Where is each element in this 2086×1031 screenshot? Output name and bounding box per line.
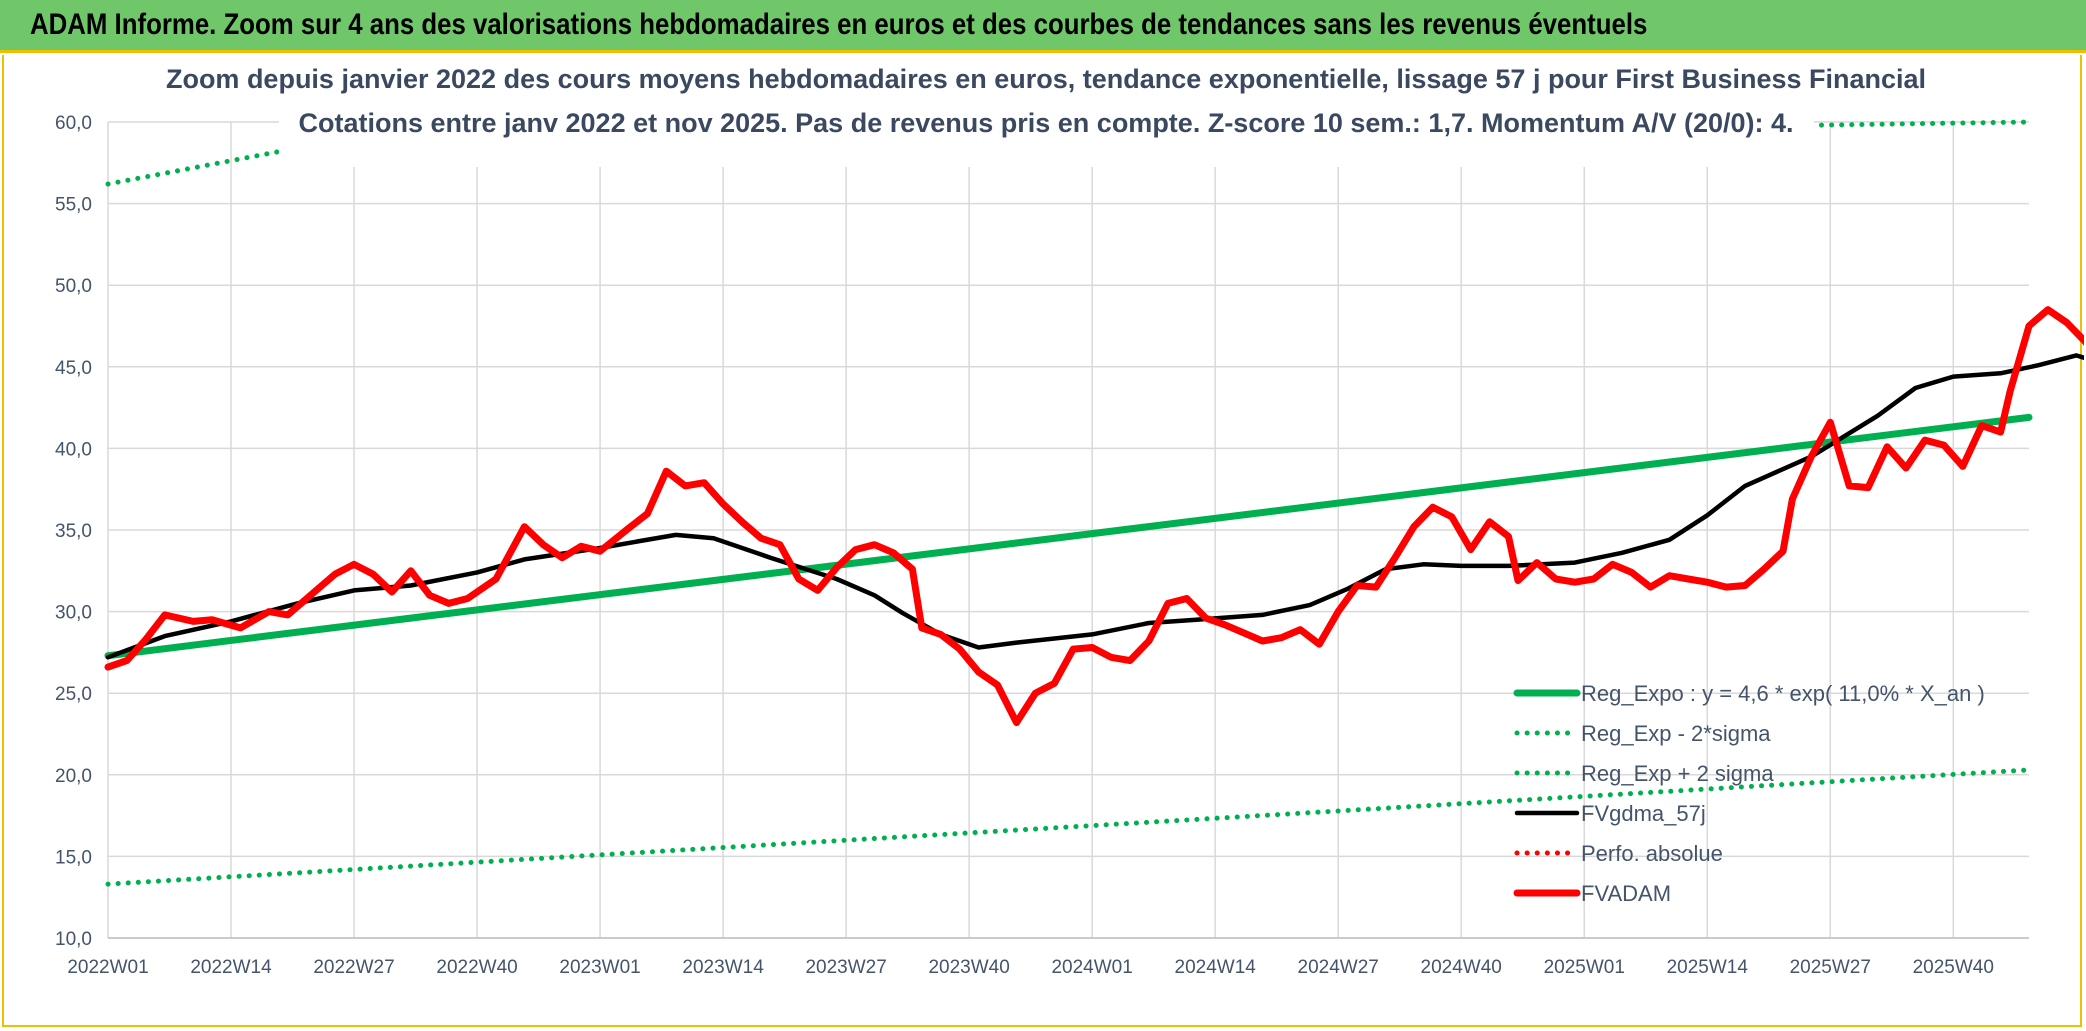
x-tick-label: 2025W14 xyxy=(1667,957,1749,978)
y-tick-label: 20,0 xyxy=(55,766,92,787)
y-axis: 60,0 55,0 50,0 45,0 40,0 35,0 30,0 25,0 20,0 15,0… xyxy=(55,113,92,950)
x-tick-label: 2023W14 xyxy=(682,957,764,978)
y-tick-label: 25,0 xyxy=(55,684,92,705)
y-tick-label: 10,0 xyxy=(55,929,92,950)
grid-lines xyxy=(107,121,2029,939)
x-tick-label: 2023W27 xyxy=(805,957,886,978)
x-tick-label: 2025W40 xyxy=(1913,957,1994,978)
legend-label: Reg_Exp + 2 sigma xyxy=(1581,761,1774,786)
legend: Reg_Expo : y = 4,6 * exp( 11,0% * X_an )… xyxy=(1513,681,1985,906)
series-fvadam-line xyxy=(104,306,2084,727)
x-tick-label: 2025W27 xyxy=(1790,957,1871,978)
y-tick-label: 50,0 xyxy=(55,276,92,297)
x-tick-label: 2024W14 xyxy=(1175,957,1257,978)
legend-label: Reg_Expo : y = 4,6 * exp( 11,0% * X_an ) xyxy=(1581,681,1985,706)
legend-label: FVADAM xyxy=(1581,881,1671,906)
x-tick-label: 2024W01 xyxy=(1051,957,1132,978)
legend-label: Perfo. absolue xyxy=(1581,841,1723,866)
x-tick-label: 2022W40 xyxy=(436,957,517,978)
x-tick-label: 2023W40 xyxy=(928,957,1009,978)
y-tick-label: 55,0 xyxy=(55,195,92,216)
chart-title-line1: Zoom depuis janvier 2022 des cours moyen… xyxy=(166,64,1926,94)
series-reg-expo-y-4-6-exp-11-0-x-an-line xyxy=(104,413,2033,660)
y-tick-label: 45,0 xyxy=(55,358,92,379)
legend-label: Reg_Exp - 2*sigma xyxy=(1581,721,1771,746)
series-reg-exp-2-sigma-line xyxy=(105,767,2032,887)
x-tick-label: 2022W14 xyxy=(190,957,272,978)
x-tick-label: 2024W40 xyxy=(1421,957,1502,978)
price-chart: 60,0 55,0 50,0 45,0 40,0 35,0 30,0 25,0 20,0 15,0… xyxy=(55,57,2084,978)
x-tick-label: 2025W01 xyxy=(1544,957,1625,978)
y-tick-label: 15,0 xyxy=(55,847,92,868)
chart-title-background xyxy=(279,57,1814,167)
y-tick-label: 30,0 xyxy=(55,603,92,624)
y-tick-label: 60,0 xyxy=(55,113,92,134)
x-tick-label: 2023W01 xyxy=(559,957,640,978)
legend-label: FVgdma_57j xyxy=(1581,801,1706,826)
x-axis: 2022W01 2022W14 2022W27 2022W40 2023W01 2023W… xyxy=(67,957,1994,978)
y-tick-label: 35,0 xyxy=(55,521,92,542)
x-tick-label: 2022W01 xyxy=(67,957,148,978)
y-tick-label: 40,0 xyxy=(55,439,92,460)
chart-frame: 60,0 55,0 50,0 45,0 40,0 35,0 30,0 25,0 20,0 15,0… xyxy=(2,55,2084,1027)
title-banner: ADAM Informe. Zoom sur 4 ans des valoris… xyxy=(0,0,2086,53)
x-tick-label: 2022W27 xyxy=(313,957,394,978)
x-tick-label: 2024W27 xyxy=(1298,957,1379,978)
report-title: ADAM Informe. Zoom sur 4 ans des valoris… xyxy=(30,8,1648,41)
chart-title-line2: Cotations entre janv 2022 et nov 2025. P… xyxy=(298,108,1793,138)
plot-series xyxy=(104,119,2084,887)
